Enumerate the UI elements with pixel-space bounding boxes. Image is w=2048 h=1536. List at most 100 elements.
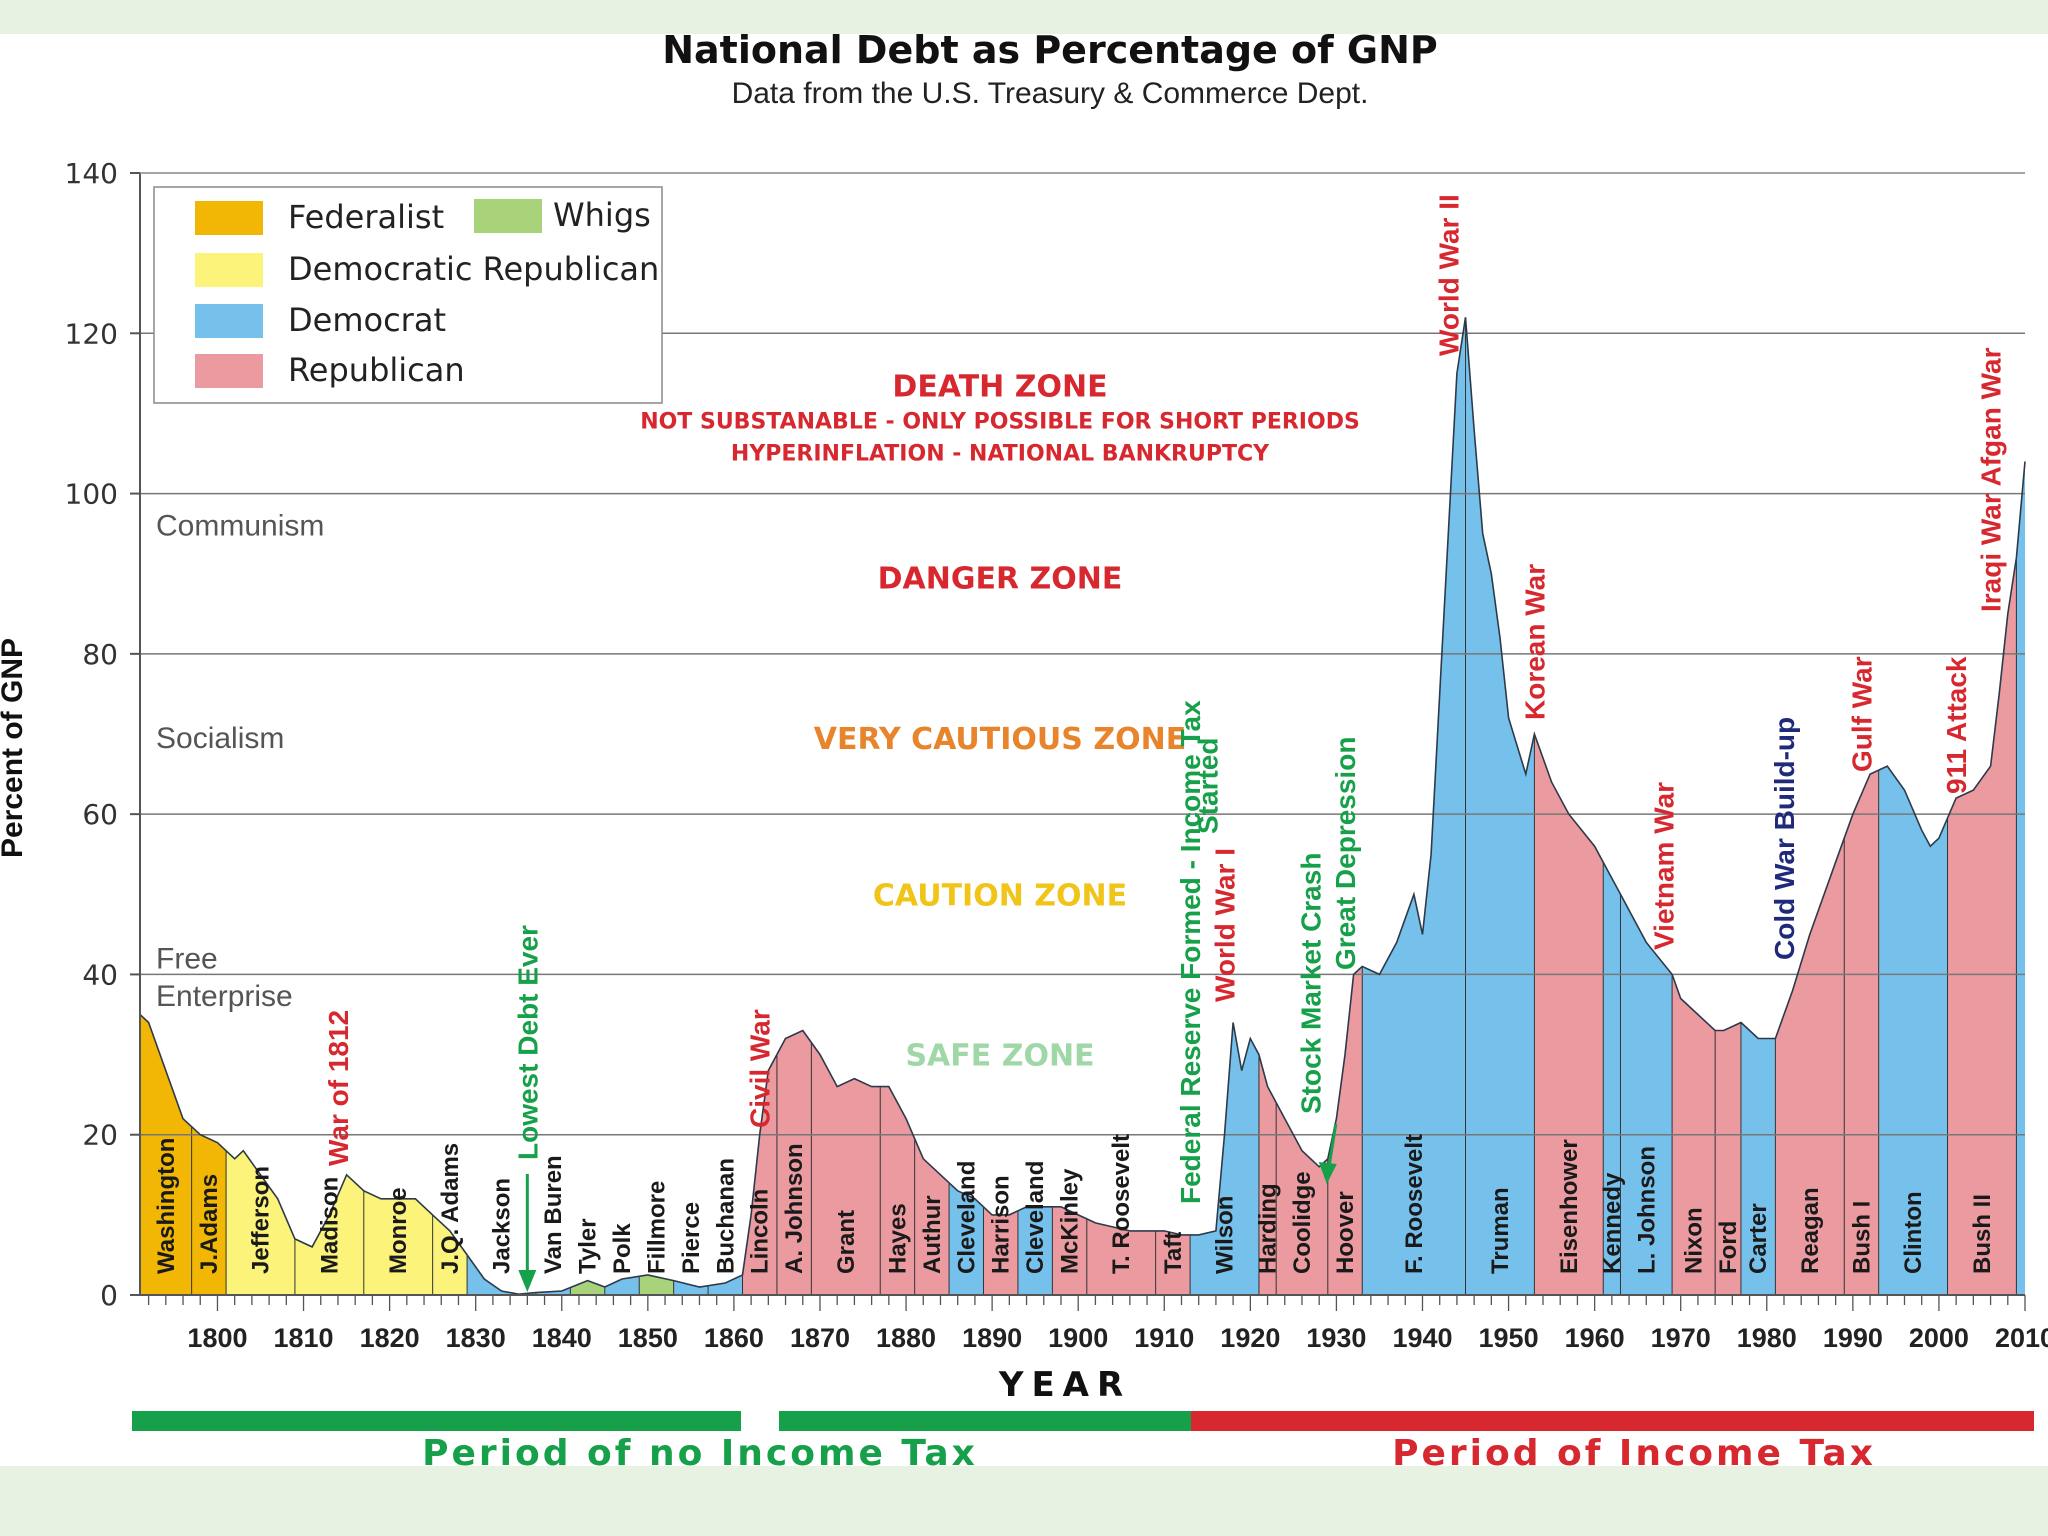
event-label-14: Iraqi War Afgan War (1976, 347, 2007, 612)
x-tick-label-1820: 1820 (360, 1323, 420, 1353)
president-label-36: Reagan (1797, 1187, 1824, 1274)
y-tick-label-0: 0 (100, 1279, 118, 1312)
president-label-8: Tyler (575, 1218, 602, 1274)
event-label-7: Great Depression (1330, 737, 1361, 970)
tax-period-bars: Period of no Income Tax Period of Income … (132, 1411, 2034, 1466)
president-label-38: Clinton (1900, 1191, 1927, 1274)
x-tick-label-1880: 1880 (876, 1323, 936, 1353)
period-bar-tax (1191, 1411, 2034, 1431)
event-label-3: Federal Reserve Formed - Income Tax (1175, 700, 1206, 1204)
president-label-21: McKinley (1057, 1168, 1084, 1274)
event-label-13: 911 Attack (1941, 656, 1972, 794)
x-tick-label-2010: 2010 (1995, 1323, 2048, 1353)
x-tick-label-1870: 1870 (790, 1323, 850, 1353)
president-label-26: Coolidge (1289, 1171, 1316, 1274)
chart-subtitle: Data from the U.S. Treasury & Commerce D… (732, 77, 1369, 110)
x-tick-label-1920: 1920 (1220, 1323, 1280, 1353)
era-fill-32 (1620, 317, 1673, 1295)
zone-label-4: SAFE ZONE (905, 1039, 1094, 1074)
y-tick-label-140: 140 (65, 157, 118, 190)
x-tick-label-1940: 1940 (1392, 1323, 1452, 1353)
president-label-33: Nixon (1681, 1207, 1708, 1274)
x-tick-label-1900: 1900 (1048, 1323, 1108, 1353)
legend-label-3: Democrat (288, 301, 446, 339)
event-label-11: Cold War Build-up (1769, 717, 1800, 960)
president-label-20: Cleveland (1022, 1161, 1049, 1274)
chart-canvas: National Debt as Percentage of GNP Data … (0, 34, 2048, 1466)
president-label-15: Grant (833, 1210, 860, 1274)
legend-swatch-3 (195, 304, 263, 338)
president-label-1: J.Adams (196, 1174, 223, 1274)
period-bar-no-tax-b (779, 1411, 1191, 1431)
x-tick-label-1860: 1860 (704, 1323, 764, 1353)
legend-label-0: Federalist (288, 198, 444, 236)
chart-title: National Debt as Percentage of GNP (662, 34, 1438, 72)
event-label-8: World War II (1433, 194, 1464, 356)
event-labels: War of 1812 Lowest Debt Ever Civil War Fede… (323, 194, 2007, 1292)
legend-swatch-0 (195, 201, 263, 235)
lowest-debt-arrowhead (518, 1270, 537, 1292)
era-fill-31 (1603, 317, 1621, 1295)
president-label-12: Buchanan (712, 1158, 739, 1274)
x-tick-label-1910: 1910 (1134, 1323, 1194, 1353)
y-tick-label-20: 20 (82, 1119, 118, 1152)
x-tick-label-1890: 1890 (962, 1323, 1022, 1353)
president-label-17: Authur (919, 1195, 946, 1274)
x-tick-label-1850: 1850 (618, 1323, 678, 1353)
x-tick-label-1810: 1810 (273, 1323, 333, 1353)
legend: Federalist Whigs Democratic Republican Demo… (153, 186, 663, 404)
zone-label-0: DEATH ZONE (892, 369, 1107, 404)
debt-line (139, 317, 2026, 1296)
president-label-23: Taft (1160, 1232, 1187, 1274)
president-label-3: Madison (316, 1177, 343, 1274)
president-label-14: A. Johnson (781, 1143, 808, 1274)
debt-outline (139, 317, 2026, 1296)
president-labels: Washington J.Adams Jefferson Madison Monroe J… (153, 1134, 1996, 1274)
event-label-2: Civil War (745, 1009, 776, 1128)
period-bar-no-tax-a (132, 1411, 741, 1431)
zone-label-1: DANGER ZONE (878, 562, 1123, 597)
y-axis-label: Percent of GNP (0, 638, 29, 858)
president-label-13: Lincoln (747, 1189, 774, 1274)
legend-swatch-2 (195, 253, 263, 287)
x-tick-label-1950: 1950 (1479, 1323, 1539, 1353)
era-fill-40 (2016, 317, 2025, 1295)
period-label-1: Period of Income Tax (1392, 1433, 1876, 1466)
president-label-16: Hayes (884, 1203, 911, 1274)
zone-labels: DEATH ZONE DANGER ZONE VERY CAUTIOUS ZONE C… (640, 369, 1360, 1073)
event-label-4: Started (1192, 738, 1223, 834)
y-tick-label-80: 80 (82, 638, 118, 671)
president-label-2: Jefferson (248, 1166, 275, 1274)
president-label-34: Ford (1715, 1221, 1742, 1274)
event-label-10: Vietnam War (1649, 782, 1680, 950)
event-label-6: Stock Market Crash (1296, 853, 1327, 1114)
president-label-30: Eisenhower (1556, 1139, 1583, 1274)
debt-gnp-chart: National Debt as Percentage of GNP Data … (0, 34, 2048, 1466)
president-label-39: Bush II (1969, 1194, 1996, 1274)
period-label-0: Period of no Income Tax (422, 1433, 978, 1466)
legend-swatch-1 (474, 199, 542, 233)
legend-label-4: Republican (288, 351, 465, 389)
legend-swatch-4 (195, 354, 263, 388)
president-label-19: Harrison (988, 1175, 1015, 1274)
ideology-label-3: Enterprise (156, 980, 293, 1013)
event-label-0: War of 1812 (323, 1010, 354, 1166)
president-label-32: L. Johnson (1633, 1146, 1660, 1274)
axes: 0 20 40 60 80 100 120 140 1800 1810 1820 1830 1840 18… (65, 157, 2048, 1353)
president-label-22: T. Roosevelt (1108, 1134, 1135, 1274)
x-tick-label-1980: 1980 (1737, 1323, 1797, 1353)
president-label-4: Monroe (385, 1187, 412, 1274)
president-label-11: Pierce (678, 1202, 705, 1274)
zone-label-3: CAUTION ZONE (873, 878, 1127, 913)
president-label-37: Bush I (1849, 1201, 1876, 1274)
president-label-9: Polk (609, 1223, 636, 1274)
era-fill-26 (1276, 317, 1328, 1295)
ideology-label-2: Free (156, 942, 218, 975)
president-label-35: Carter (1745, 1203, 1772, 1274)
president-label-29: Truman (1487, 1187, 1514, 1274)
president-label-27: Hoover (1332, 1191, 1359, 1274)
president-label-28: F. Roosevelt (1401, 1134, 1428, 1274)
x-tick-label-2000: 2000 (1909, 1323, 1969, 1353)
president-label-5: J.Q. Adams (437, 1143, 464, 1274)
president-label-0: Washington (153, 1138, 180, 1274)
